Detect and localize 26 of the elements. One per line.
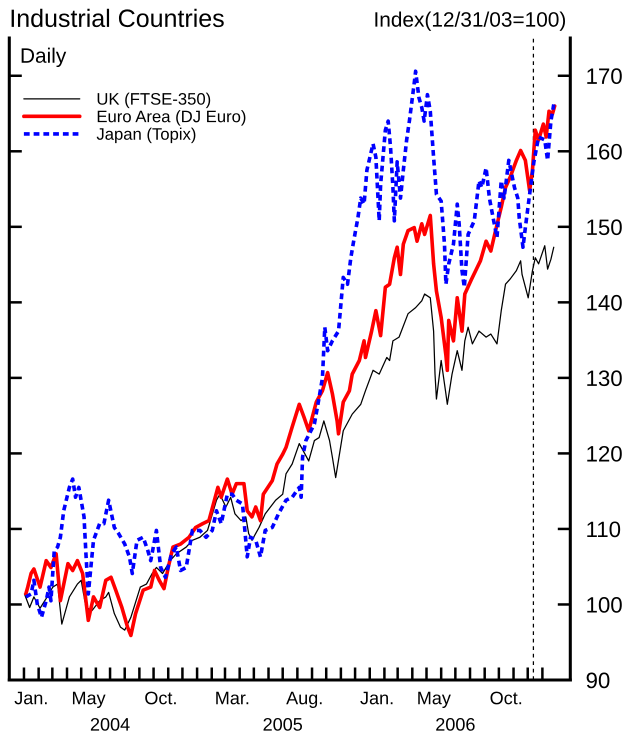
y-tick-label: 170: [587, 68, 622, 84]
y-axis-title: Index(12/31/03=100): [375, 12, 566, 31]
x-tick-label: Aug.: [286, 692, 322, 708]
y-tick-label: 130: [587, 370, 622, 386]
y-tick-label: 90: [586, 672, 610, 688]
legend-label: Euro Area (DJ Euro): [98, 110, 246, 126]
x-tick-label: Jan.: [360, 692, 392, 704]
x-tick-label: May: [418, 692, 451, 708]
x-tick-label: Jan.: [14, 692, 47, 704]
chart-title: Industrial Countries: [12, 8, 224, 28]
x2-tick-label: 2004: [90, 718, 130, 731]
y-tick-label: 150: [587, 219, 622, 236]
legend-label: UK (FTSE-350): [98, 92, 210, 108]
x-tick-label: Oct.: [145, 692, 176, 704]
x-tick-label: Oct.: [490, 692, 522, 704]
y-tick-label: 120: [587, 446, 622, 462]
legend-label: Japan (Topix): [96, 128, 196, 144]
x-tick-label: May: [72, 692, 106, 708]
x2-tick-label: 2005: [264, 718, 302, 731]
y-tick-label: 100: [587, 597, 622, 613]
x2-tick-label: 2006: [436, 718, 475, 731]
annotation: Daily: [22, 48, 66, 68]
y-tick-label: 160: [587, 144, 622, 160]
y-tick-label: 140: [587, 294, 622, 311]
y-tick-label: 110: [587, 521, 620, 538]
x-tick-label: Mar.: [216, 692, 248, 704]
